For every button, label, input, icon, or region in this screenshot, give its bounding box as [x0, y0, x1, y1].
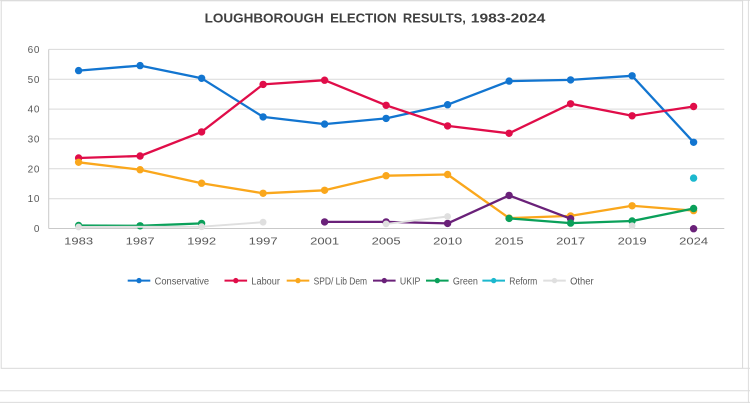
svg-text:30: 30: [28, 135, 41, 146]
svg-text:SPD/ Lib Dem: SPD/ Lib Dem: [314, 276, 368, 287]
svg-text:2019: 2019: [618, 237, 648, 248]
svg-text:1987: 1987: [126, 237, 156, 248]
svg-text:50: 50: [28, 75, 41, 86]
svg-text:2010: 2010: [433, 237, 463, 248]
svg-text:2017: 2017: [556, 237, 586, 248]
svg-text:Reform: Reform: [509, 276, 537, 287]
svg-text:20: 20: [28, 164, 41, 175]
svg-text:2005: 2005: [372, 237, 402, 248]
svg-text:1983-2024: 1983-2024: [471, 10, 546, 25]
svg-text:RESULTS,: RESULTS,: [403, 10, 466, 25]
svg-text:40: 40: [28, 105, 41, 116]
svg-text:1997: 1997: [249, 237, 279, 248]
svg-text:Conservative: Conservative: [155, 276, 210, 287]
svg-text:0: 0: [34, 224, 40, 235]
svg-text:UKIP: UKIP: [400, 276, 421, 287]
svg-text:10: 10: [28, 194, 41, 205]
svg-text:60: 60: [28, 45, 41, 56]
svg-text:Other: Other: [570, 276, 594, 287]
svg-text:Labour: Labour: [251, 276, 280, 287]
svg-text:2024: 2024: [679, 237, 709, 248]
svg-text:2001: 2001: [310, 237, 340, 248]
svg-text:1983: 1983: [64, 237, 94, 248]
svg-text:2015: 2015: [495, 237, 525, 248]
svg-text:Green: Green: [453, 276, 478, 287]
svg-text:1992: 1992: [187, 237, 217, 248]
svg-text:ELECTION: ELECTION: [330, 10, 397, 25]
svg-text:LOUGHBOROUGH: LOUGHBOROUGH: [205, 10, 324, 25]
